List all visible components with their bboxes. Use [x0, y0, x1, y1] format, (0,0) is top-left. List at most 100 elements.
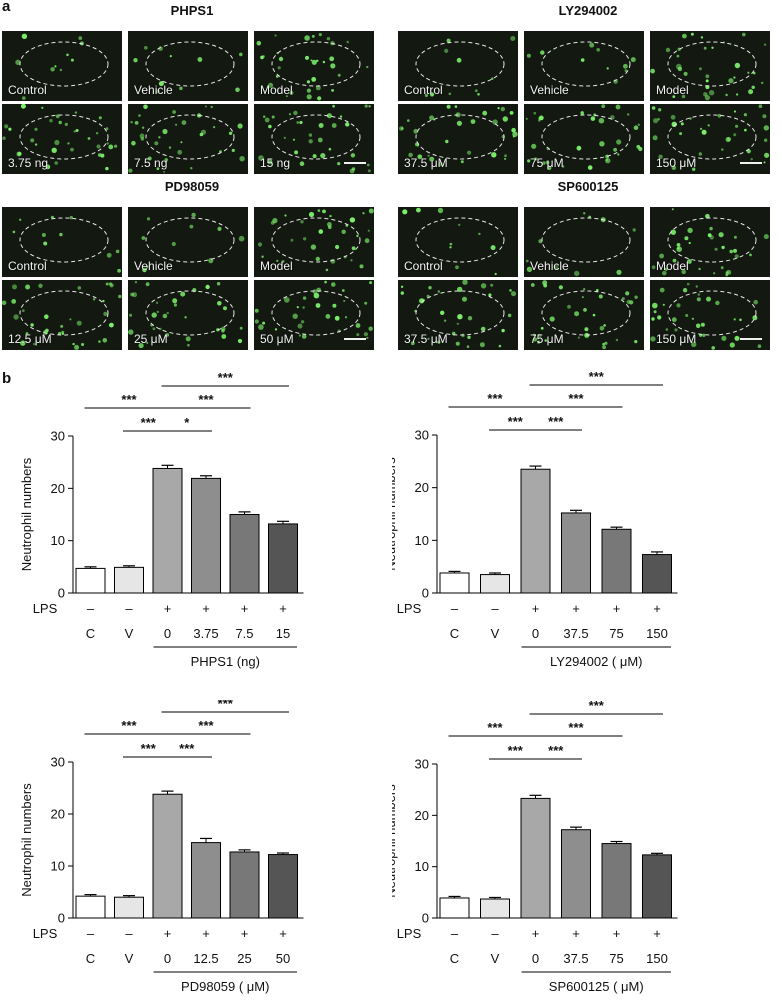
micrograph-tile: Control — [2, 207, 122, 277]
significance-label: *** — [568, 720, 584, 735]
y-tick-label: 0 — [422, 586, 429, 601]
x-tick-label: 12.5 — [193, 951, 218, 966]
tile-label: 7.5 ng — [134, 156, 168, 170]
tile-label: Control — [404, 83, 443, 97]
significance-label: *** — [179, 741, 195, 756]
panel-b-label: b — [2, 370, 12, 387]
region-outline — [19, 41, 109, 87]
lps-label: LPS — [397, 926, 422, 941]
significance-label: *** — [589, 700, 605, 713]
bar — [152, 793, 183, 919]
y-tick-label: 30 — [51, 755, 65, 770]
lps-sign: + — [613, 601, 621, 616]
y-tick-label: 30 — [415, 757, 429, 772]
significance-label: *** — [487, 391, 503, 406]
y-tick-label: 20 — [51, 807, 65, 822]
panel-a-label: a — [2, 0, 11, 15]
bar — [601, 528, 632, 594]
lps-sign: + — [532, 601, 540, 616]
lps-label: LPS — [33, 601, 58, 616]
scale-bar — [344, 338, 366, 340]
region-outline — [541, 114, 631, 160]
x-tick-label: 3.75 — [193, 626, 218, 641]
y-tick-label: 0 — [58, 586, 65, 601]
bar — [480, 898, 510, 919]
lps-sign: – — [125, 601, 133, 616]
grid-title: LY294002 — [558, 3, 618, 18]
x-tick-label: 37.5 — [563, 626, 588, 641]
x-tick-label: C — [450, 626, 459, 641]
x-tick-label: C — [450, 951, 459, 966]
scale-bar — [344, 162, 366, 164]
x-tick-label: 75 — [609, 626, 623, 641]
bar — [114, 566, 144, 594]
region-outline — [145, 290, 235, 336]
lps-sign: – — [87, 601, 95, 616]
region-outline — [271, 41, 361, 87]
grid-title: PD98059 — [164, 179, 220, 194]
tile-label: Vehicle — [530, 259, 569, 273]
micrograph-tile: Model — [650, 31, 770, 101]
bar — [268, 854, 298, 919]
x-tick-label: V — [491, 951, 500, 966]
tile-label: 150 μM — [656, 332, 697, 346]
bar — [561, 512, 591, 594]
tile-label: 15 ng — [260, 156, 291, 170]
bar — [75, 567, 106, 594]
x-tick-label: 37.5 — [563, 951, 588, 966]
region-outline — [667, 41, 757, 87]
tile-label: Model — [656, 259, 689, 273]
region-outline — [415, 290, 505, 336]
lps-sign: + — [279, 601, 287, 616]
x-tick-label: V — [491, 626, 500, 641]
bar — [191, 842, 221, 919]
bar — [75, 895, 106, 919]
significance-label: *** — [198, 392, 214, 407]
micrograph-tile: 37.5 μM — [398, 280, 518, 350]
significance-label: *** — [121, 392, 137, 407]
tile-label: 25 μM — [134, 332, 168, 346]
bar — [191, 477, 221, 594]
micrograph-tile: 50 μM — [254, 280, 374, 350]
y-tick-label: 0 — [422, 911, 429, 926]
micrograph-tile: Model — [650, 207, 770, 277]
region-outline — [541, 217, 631, 263]
x-tick-label: V — [125, 626, 134, 641]
region-outline — [541, 41, 631, 87]
lps-sign: – — [451, 926, 459, 941]
y-axis-label: Neutrophil numbers — [19, 783, 34, 897]
x-tick-label: 25 — [237, 951, 251, 966]
region-outline — [145, 41, 235, 87]
significance-label: *** — [508, 414, 524, 429]
micrograph-tile: 75 μM — [524, 280, 644, 350]
bar — [439, 897, 470, 919]
x-tick-label: 15 — [276, 626, 290, 641]
lps-sign: – — [87, 926, 95, 941]
x-tick-label: 0 — [164, 951, 171, 966]
y-tick-label: 10 — [51, 533, 65, 548]
x-tick-label: 150 — [646, 951, 668, 966]
x-tick-label: 0 — [164, 626, 171, 641]
y-tick-label: 20 — [415, 808, 429, 823]
significance-label: *** — [121, 718, 137, 733]
bar — [561, 829, 591, 919]
micrograph-tile: Vehicle — [524, 207, 644, 277]
x-tick-label: C — [86, 626, 95, 641]
x-tick-label: 7.5 — [235, 626, 253, 641]
micrograph-tile: 150 μM — [650, 280, 770, 350]
micrograph-tile: Control — [398, 207, 518, 277]
grid-title: PHPS1 — [170, 3, 214, 18]
scale-bar — [740, 162, 762, 164]
y-tick-label: 20 — [51, 481, 65, 496]
lps-sign: – — [491, 926, 499, 941]
micrograph-tile: 37.5 μM — [398, 104, 518, 174]
region-outline — [19, 114, 109, 160]
significance-label: *** — [568, 391, 584, 406]
lps-sign: – — [125, 926, 133, 941]
group-label: SP600125 ( μM) — [549, 979, 644, 994]
region-outline — [19, 290, 109, 336]
tile-label: 150 μM — [656, 156, 697, 170]
y-axis-label: Neutrophil numbers — [19, 457, 34, 571]
x-tick-label: 0 — [532, 626, 539, 641]
micrograph-tile: Model — [254, 31, 374, 101]
